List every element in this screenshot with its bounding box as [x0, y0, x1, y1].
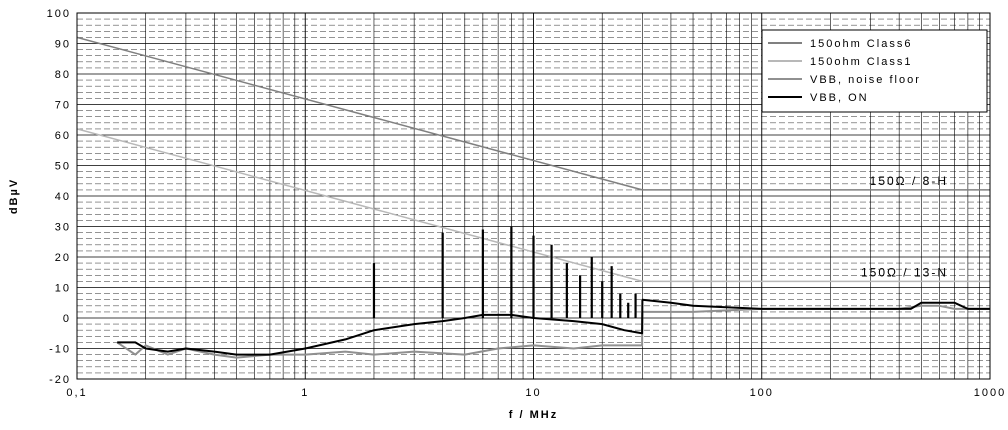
- x-tick-label: 1: [301, 387, 309, 399]
- x-axis-title: f / MHz: [509, 409, 558, 421]
- y-tick-label: 100: [47, 8, 71, 20]
- series-layer: [76, 36, 990, 359]
- y-tick-label: 10: [55, 283, 71, 295]
- annotation-label: 150Ω / 8-H: [870, 174, 948, 188]
- annotation-label: 150Ω / 13-N: [861, 265, 948, 279]
- legend-label: 150ohm Class1: [810, 56, 912, 68]
- y-tick-label: 0: [63, 313, 71, 325]
- legend-label: VBB, noise floor: [810, 74, 921, 86]
- y-tick-label: 70: [55, 100, 71, 112]
- y-tick-label: 90: [55, 39, 71, 51]
- legend: 150ohm Class6 150ohm Class1 VBB, noise flo…: [761, 29, 988, 113]
- x-tick-label: 0,1: [66, 387, 87, 399]
- series-line-2: [116, 304, 990, 359]
- tick-labels: -20 -10 0 10 20 30 40 50 60 70 80 90 100 0,1 1 10 100 100…: [47, 8, 1006, 399]
- x-tick-label: 1000: [974, 387, 1006, 399]
- legend-label: VBB, ON: [810, 92, 869, 104]
- x-tick-label: 100: [750, 387, 774, 399]
- y-tick-label: 30: [55, 222, 71, 234]
- y-tick-label: 50: [55, 161, 71, 173]
- series-line-3: [117, 298, 990, 356]
- y-tick-label: 60: [55, 130, 71, 142]
- legend-label: 150ohm Class6: [810, 38, 912, 50]
- x-tick-label: 10: [525, 387, 541, 399]
- y-tick-label: -20: [49, 374, 71, 386]
- annotations: 150Ω / 8-H 150Ω / 13-N: [861, 174, 948, 280]
- y-tick-label: 80: [55, 69, 71, 81]
- y-tick-label: 40: [55, 191, 71, 203]
- series-line-1: [76, 128, 990, 283]
- y-axis-title: dBµV: [8, 178, 20, 214]
- plot-frame: [76, 12, 991, 380]
- series-line-0: [76, 36, 990, 191]
- y-tick-label: -10: [49, 344, 71, 356]
- y-tick-label: 20: [55, 252, 71, 264]
